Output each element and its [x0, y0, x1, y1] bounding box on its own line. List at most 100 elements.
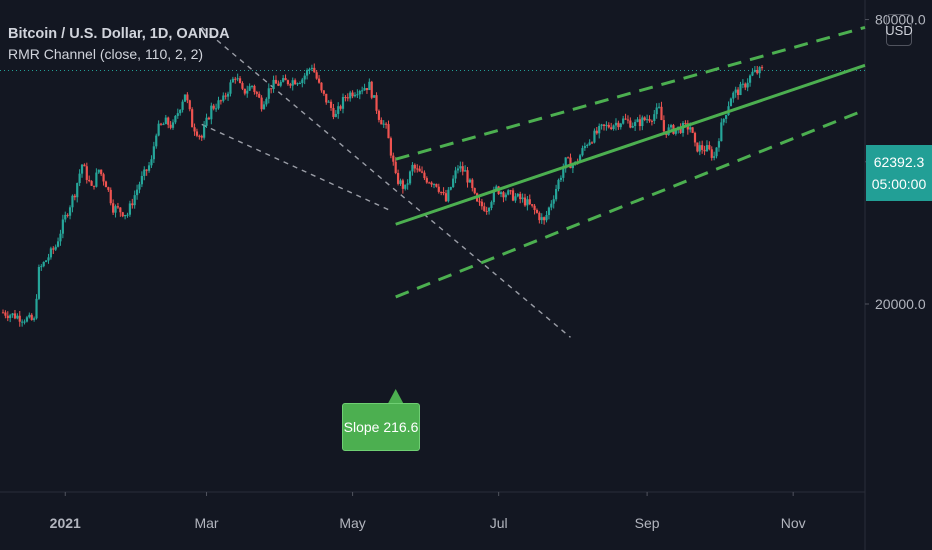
- candle-body: [104, 181, 108, 188]
- candle-body: [243, 88, 246, 94]
- currency-button[interactable]: USD: [885, 14, 913, 46]
- candle-body: [478, 201, 481, 203]
- candle-body: [698, 145, 701, 152]
- candle-body: [246, 90, 249, 94]
- candle-body: [13, 313, 17, 319]
- candle-body: [538, 212, 541, 221]
- candle-body: [732, 92, 735, 99]
- candle-body: [696, 142, 699, 152]
- x-tick-label: Jul: [490, 515, 508, 531]
- candle-body: [631, 126, 634, 128]
- candle-body: [760, 67, 764, 69]
- candle-body: [121, 212, 124, 217]
- candle-body: [133, 195, 136, 206]
- candle-body: [382, 123, 385, 125]
- candle-body: [234, 78, 237, 80]
- candle-body: [85, 166, 88, 180]
- bar-countdown: 05:00:00: [871, 176, 927, 192]
- candle-body: [420, 171, 424, 173]
- candle-body: [272, 79, 275, 89]
- candle-body: [279, 81, 282, 86]
- candle-body: [231, 78, 234, 83]
- candle-body: [356, 94, 359, 96]
- candle-body: [689, 127, 692, 130]
- candle-body: [1, 312, 5, 314]
- last-price-badge: 62392.3 05:00:00: [866, 145, 932, 201]
- candle-body: [456, 168, 460, 171]
- candle-body: [238, 78, 242, 84]
- candle-body: [191, 109, 194, 128]
- candle-body: [346, 97, 349, 99]
- candle-body: [490, 202, 493, 208]
- candle-body: [215, 108, 218, 110]
- candle-body: [485, 210, 488, 212]
- candle-body: [466, 170, 469, 183]
- candle-body: [406, 183, 409, 185]
- x-tick-label: 2021: [50, 515, 81, 531]
- candle-body: [56, 241, 60, 247]
- candle-body: [447, 189, 450, 202]
- candle-body: [703, 149, 706, 152]
- candle-body: [35, 298, 38, 319]
- candle-body: [169, 124, 172, 128]
- candle-body: [337, 106, 340, 114]
- candle-body: [274, 79, 278, 84]
- candle-body: [394, 161, 397, 174]
- candle-body: [107, 187, 110, 190]
- candle-body: [92, 185, 96, 187]
- candle-body: [581, 148, 584, 156]
- candle-body: [753, 69, 756, 72]
- candle-body: [392, 155, 395, 162]
- candle-body: [28, 314, 31, 318]
- candle-body: [16, 315, 19, 319]
- candle-body: [516, 193, 519, 197]
- candle-body: [430, 182, 433, 185]
- candle-body: [684, 122, 687, 124]
- candle-body: [327, 101, 330, 103]
- candle-body: [291, 80, 294, 86]
- candle-body: [301, 79, 304, 84]
- candle-body: [226, 93, 230, 97]
- candle-body: [90, 181, 93, 186]
- slope-annotation: Slope 216.6: [342, 403, 420, 451]
- candle-body: [262, 104, 266, 110]
- candle-body: [708, 145, 711, 150]
- candle-body: [435, 183, 438, 187]
- candle-body: [605, 124, 608, 126]
- candle-body: [736, 89, 740, 96]
- candle-body: [40, 266, 43, 268]
- candle-body: [267, 88, 270, 99]
- candle-body: [722, 118, 725, 123]
- candle-body: [198, 135, 201, 137]
- candle-body: [617, 122, 620, 128]
- candle-body: [715, 147, 718, 157]
- candle-body: [552, 199, 555, 204]
- candle-body: [717, 141, 721, 148]
- candle-body: [195, 131, 199, 136]
- candle-body: [23, 321, 26, 323]
- candle-body: [461, 166, 464, 172]
- candle-body: [147, 165, 151, 171]
- candle-body: [691, 127, 694, 133]
- candle-body: [492, 189, 495, 203]
- candle-body: [693, 132, 697, 143]
- candle-body: [71, 195, 74, 208]
- candle-body: [305, 70, 309, 76]
- candle-body: [277, 83, 280, 86]
- candle-body: [248, 86, 251, 91]
- candle-body: [643, 117, 646, 120]
- candle-body: [150, 159, 153, 166]
- candle-body: [610, 127, 613, 129]
- candle-body: [73, 195, 76, 198]
- candle-body: [646, 119, 649, 121]
- candle-body: [710, 149, 713, 158]
- candle-body: [159, 123, 163, 125]
- candle-body: [440, 191, 443, 193]
- candle-body: [626, 119, 630, 121]
- candle-body: [135, 189, 139, 196]
- candle-body: [746, 82, 749, 88]
- candle-body: [523, 197, 527, 206]
- candle-body: [598, 125, 601, 134]
- candle-body: [432, 183, 436, 185]
